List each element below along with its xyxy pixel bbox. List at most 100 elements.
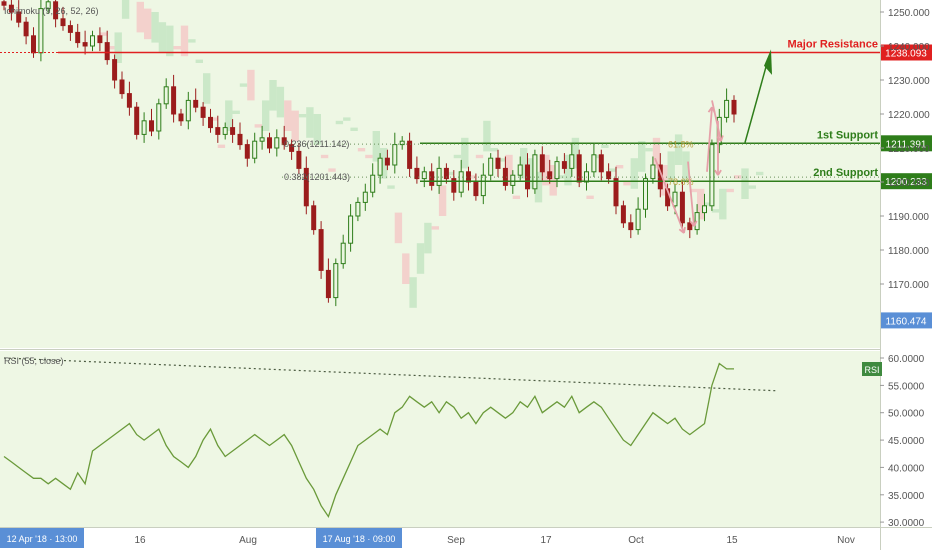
level-price-tag xyxy=(881,135,932,152)
cloud-segment xyxy=(542,154,550,186)
cursor-date-badge[interactable] xyxy=(316,528,402,548)
cloud-segment xyxy=(564,154,572,186)
time-axis: 16 Aug Sep 17 Oct 15 Nov 12 Apr '18 · 13:00 17 A… xyxy=(0,528,855,548)
cloud-segment xyxy=(689,188,697,193)
cloud-segment xyxy=(682,151,690,182)
candle-body xyxy=(547,171,553,180)
candle-body xyxy=(635,208,641,231)
candle-body xyxy=(348,215,354,244)
projection-arrow-line[interactable] xyxy=(744,59,769,143)
cloud-segment xyxy=(151,12,159,43)
cloud-segment xyxy=(306,107,314,138)
candle-body xyxy=(679,191,685,224)
rsi-trendline[interactable] xyxy=(3,357,779,392)
candle-body xyxy=(591,154,597,173)
cloud-segment xyxy=(372,131,380,162)
cloud-segment xyxy=(733,175,742,179)
cloud-segment xyxy=(438,185,447,216)
pattern-arrow xyxy=(687,161,695,227)
cloud-segment xyxy=(593,154,602,159)
candle-body xyxy=(377,157,383,176)
candle-body xyxy=(244,144,250,159)
cloud-segment xyxy=(402,253,410,284)
cloud-segment xyxy=(453,154,462,159)
cloud-segment xyxy=(505,154,513,186)
fib-label: 0.236(1211.142) xyxy=(284,139,349,149)
rsi-badge-label: RSI xyxy=(864,365,879,375)
candle-body xyxy=(1,1,7,6)
cloud-segment xyxy=(615,165,624,169)
cloud-segment xyxy=(320,154,329,159)
cloud-segment xyxy=(674,134,683,165)
cloud-segment xyxy=(608,168,616,172)
level-price-tag xyxy=(881,173,932,190)
candle-body xyxy=(488,157,494,176)
cloud-segment xyxy=(313,114,321,145)
candle-body xyxy=(702,205,707,214)
cloud-segment xyxy=(195,59,203,63)
ichimoku-legend[interactable]: Ichimoku (9, 26, 52, 26) xyxy=(4,6,99,16)
cloud-segment xyxy=(461,137,469,169)
cloud-segment xyxy=(697,188,705,220)
cloud-segment xyxy=(586,195,594,199)
candle-body xyxy=(60,18,66,27)
cloud-segment xyxy=(556,175,565,179)
price-tick-label: 1240.000 xyxy=(888,42,930,53)
price-axis: 1250.000 1240.000 1230.000 1220.000 1210.000… xyxy=(880,8,930,291)
level-label: 2nd Support xyxy=(813,167,878,179)
level-label: 1st Support xyxy=(817,129,878,141)
candle-body xyxy=(517,164,523,176)
candle-body xyxy=(443,167,449,180)
cloud-segment xyxy=(512,195,521,199)
cloud-segment xyxy=(549,165,557,196)
candle-body xyxy=(141,120,147,135)
candle-body xyxy=(510,174,516,186)
current-price-label: 1160.474 xyxy=(886,316,927,327)
candle-body xyxy=(731,99,737,115)
cloud-segment xyxy=(291,110,299,142)
cloud-segment xyxy=(667,151,675,182)
cloud-segment xyxy=(638,141,646,172)
cloud-segment xyxy=(409,277,417,308)
candle-body xyxy=(650,164,656,180)
cloud-segment xyxy=(121,0,130,19)
cloud-segment xyxy=(630,158,638,189)
rsi-badge[interactable] xyxy=(862,362,882,376)
candle-body xyxy=(407,140,413,169)
candle-body xyxy=(45,1,51,10)
candle-body xyxy=(156,103,162,132)
candle-body xyxy=(112,59,118,81)
pattern-arrow xyxy=(711,100,722,142)
cloud-segment xyxy=(350,127,358,131)
cloud-segment xyxy=(645,148,653,152)
cloud-segment xyxy=(343,117,351,121)
cloud-segment xyxy=(520,148,528,179)
pattern-arrowhead xyxy=(689,220,698,227)
cloud-segment xyxy=(298,114,307,118)
candle-body xyxy=(31,35,36,54)
candle-body xyxy=(436,167,442,186)
candle-body xyxy=(606,171,612,180)
cloud-segment xyxy=(571,137,580,169)
rsi-indicator: RSI xyxy=(3,357,882,519)
candle-body xyxy=(163,86,169,105)
candle-body xyxy=(53,1,59,20)
price-tick-label: 1170.000 xyxy=(888,280,929,291)
price-tick-label: 1210.000 xyxy=(888,144,930,155)
cloud-segment xyxy=(166,25,174,57)
start-date-label: 12 Apr '18 · 13:00 xyxy=(7,534,78,544)
candle-body xyxy=(119,79,125,95)
drawing-arrows xyxy=(654,49,772,234)
cloud-segment xyxy=(387,185,395,189)
time-tick-label: 17 xyxy=(540,535,552,546)
rsi-tick-label: 55.0000 xyxy=(888,381,925,392)
cloud-segment xyxy=(276,86,285,118)
candle-body xyxy=(8,4,14,13)
start-date-badge[interactable] xyxy=(0,528,84,548)
candle-body xyxy=(16,11,22,23)
price-tick-label: 1250.000 xyxy=(888,8,930,19)
cursor-date-label: 17 Aug '18 · 09:00 xyxy=(323,534,396,544)
candle-body xyxy=(222,127,228,135)
rsi-legend[interactable]: RSI (55, close) xyxy=(4,356,64,366)
